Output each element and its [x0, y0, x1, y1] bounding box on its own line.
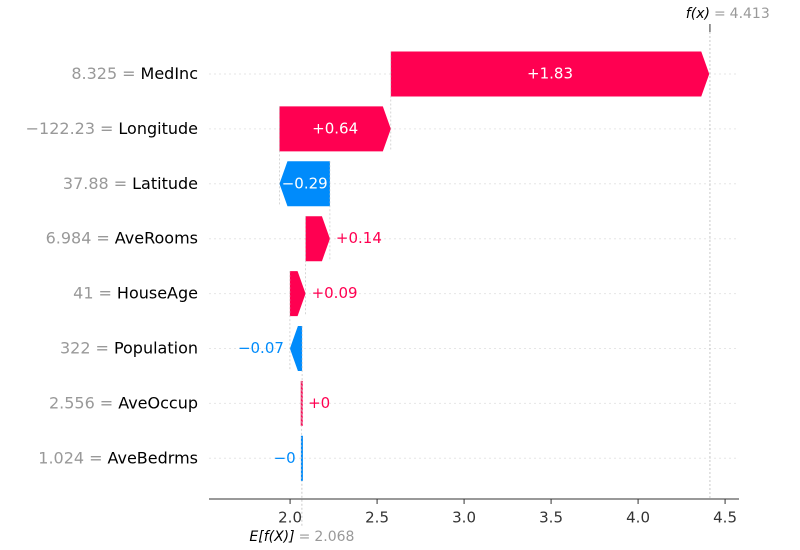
feature-label: 322 = Population: [60, 338, 198, 357]
output-label: f(x) = 4.413: [686, 6, 770, 22]
feature-separator: =: [99, 283, 112, 302]
feature-value: 6.984: [46, 228, 92, 247]
value-label: −0: [274, 449, 296, 467]
x-tick-label: 2.0: [278, 509, 302, 527]
value-label: −0.07: [238, 339, 284, 357]
value-label: +1.83: [527, 65, 573, 83]
feature-label: −122.23 = Longitude: [26, 118, 198, 137]
output-name: f(x): [686, 6, 710, 22]
bar: [289, 271, 306, 317]
feature-value: 8.325: [71, 64, 117, 83]
x-tick-label: 3.0: [452, 509, 476, 527]
x-tick-label: 3.5: [539, 509, 563, 527]
feature-separator: =: [96, 228, 109, 247]
feature-name: HouseAge: [117, 283, 198, 302]
base-separator: =: [299, 529, 311, 545]
feature-separator: =: [96, 338, 109, 357]
feature-value: 1.024: [38, 448, 84, 467]
base-label: E[f(X)] = 2.068: [249, 529, 354, 545]
feature-label: 41 = HouseAge: [73, 283, 198, 302]
feature-name: AveRooms: [115, 228, 198, 247]
feature-value: −122.23: [26, 118, 95, 137]
feature-name: Longitude: [118, 118, 198, 137]
bar: [305, 216, 330, 262]
value-label: +0.14: [336, 229, 382, 247]
value-label: +0.64: [312, 119, 358, 137]
feature-label: 8.325 = MedInc: [71, 64, 198, 83]
bar: [390, 51, 710, 97]
feature-name: AveOccup: [118, 393, 198, 412]
feature-name: Population: [114, 338, 198, 357]
feature-separator: =: [100, 393, 113, 412]
bar: [279, 161, 330, 207]
feature-label: 2.556 = AveOccup: [49, 393, 198, 412]
value-label: −0.29: [282, 174, 328, 192]
output-separator: =: [714, 6, 726, 22]
x-tick-label: 4.0: [626, 509, 650, 527]
bar: [279, 106, 391, 152]
feature-name: AveBedrms: [107, 448, 198, 467]
feature-value: 322: [60, 338, 91, 357]
bar: [289, 326, 303, 371]
output-value: 4.413: [730, 6, 770, 22]
value-label: +0.09: [312, 284, 358, 302]
feature-separator: =: [122, 64, 135, 83]
x-tick-label: 2.5: [365, 509, 389, 527]
base-name: E[f(X)]: [249, 529, 294, 545]
feature-separator: =: [89, 448, 102, 467]
base-value: 2.068: [314, 529, 354, 545]
value-label: +0: [308, 394, 330, 412]
bar: [300, 380, 303, 426]
feature-value: 37.88: [63, 173, 109, 192]
feature-separator: =: [114, 173, 127, 192]
feature-separator: =: [100, 118, 113, 137]
feature-value: 2.556: [49, 393, 95, 412]
feature-name: MedInc: [141, 64, 198, 83]
feature-value: 41: [73, 283, 93, 302]
feature-label: 6.984 = AveRooms: [46, 228, 198, 247]
x-tick-label: 4.5: [713, 509, 737, 527]
feature-label: 37.88 = Latitude: [63, 173, 198, 192]
feature-label: 1.024 = AveBedrms: [38, 448, 198, 467]
feature-name: Latitude: [132, 173, 198, 192]
